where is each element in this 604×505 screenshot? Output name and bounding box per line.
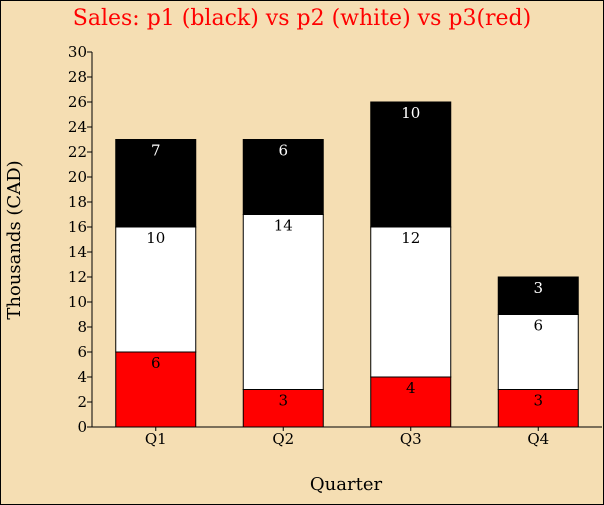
y-tick-label: 24 (68, 118, 87, 136)
bar-value-label: 14 (274, 217, 293, 235)
y-tick-label: 12 (68, 268, 87, 286)
bar-value-label: 6 (533, 317, 543, 335)
bar-value-label: 3 (533, 279, 543, 297)
y-tick-label: 6 (77, 343, 87, 361)
y-tick-label: 8 (77, 318, 87, 336)
bar-segment (497, 276, 579, 315)
y-axis-label: Thousands (CAD) (4, 160, 25, 319)
bar-segment (370, 101, 452, 228)
x-tick-label: Q1 (145, 430, 167, 448)
x-axis-label: Quarter (310, 474, 383, 495)
bar-value-label: 3 (533, 392, 543, 410)
bar-value-label: 12 (401, 229, 420, 247)
bar-segment (370, 226, 452, 378)
chart-title: Sales: p1 (black) vs p2 (white) vs p3(re… (73, 6, 531, 31)
x-tick-label: Q2 (272, 430, 294, 448)
bar-value-label: 7 (151, 142, 161, 160)
bar-value-label: 6 (151, 354, 161, 372)
y-tick-label: 20 (68, 168, 87, 186)
y-tick-label: 14 (68, 243, 87, 261)
bars-group: 6 10 7 3 14 6 4 12 10 3 6 3 (115, 101, 579, 428)
bar-value-label: 3 (278, 392, 288, 410)
y-tick-label: 18 (68, 193, 87, 211)
bar-segment (115, 226, 197, 353)
y-tick-label: 4 (77, 368, 87, 386)
bar-segment (115, 139, 197, 228)
y-tick-label: 2 (77, 393, 87, 411)
x-tick-label: Q4 (527, 430, 549, 448)
y-tick-label: 28 (68, 68, 87, 86)
bar-value-label: 6 (278, 142, 288, 160)
bar-segment (497, 389, 579, 428)
bar-segment (242, 139, 324, 215)
y-tick-label: 0 (77, 418, 87, 436)
y-tick-label: 22 (68, 143, 87, 161)
bar-value-label: 10 (146, 229, 165, 247)
bar-segment (115, 351, 197, 428)
y-tick-label: 10 (68, 293, 87, 311)
bar-segment (242, 389, 324, 428)
bar-value-label: 4 (406, 379, 416, 397)
x-tick-label: Q3 (400, 430, 422, 448)
y-tick-label: 16 (68, 218, 87, 236)
bar-segment (242, 214, 324, 390)
bar-value-label: 10 (401, 104, 420, 122)
y-tick-label: 30 (68, 43, 87, 61)
y-tick-label: 26 (68, 93, 87, 111)
